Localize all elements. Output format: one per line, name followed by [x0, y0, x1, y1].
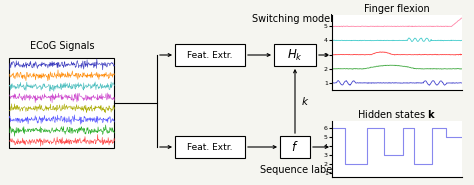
Text: Feat. Extr.: Feat. Extr. — [187, 142, 233, 152]
Text: Sequence labeling: Sequence labeling — [260, 165, 350, 175]
Text: $H_k$: $H_k$ — [287, 47, 303, 63]
Bar — [9, 58, 115, 148]
Bar — [175, 44, 245, 66]
Bar — [175, 136, 245, 158]
Title: Finger flexion: Finger flexion — [364, 4, 430, 14]
Title: Hidden states $\mathbf{k}$: Hidden states $\mathbf{k}$ — [357, 108, 437, 120]
Bar — [274, 44, 316, 66]
Bar — [280, 136, 310, 158]
Text: ECoG Signals: ECoG Signals — [30, 41, 94, 51]
Text: $k$: $k$ — [301, 95, 310, 107]
Text: $f$: $f$ — [291, 140, 299, 154]
Text: Feat. Extr.: Feat. Extr. — [187, 51, 233, 60]
Text: Switching models: Switching models — [252, 14, 338, 24]
